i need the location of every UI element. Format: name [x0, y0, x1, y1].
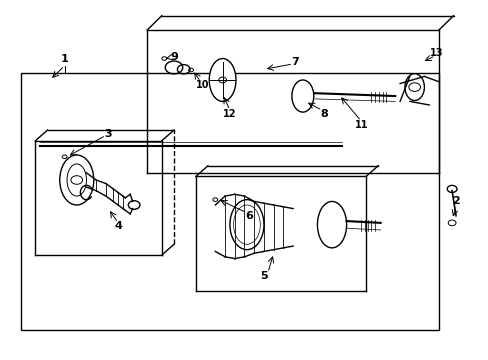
Text: 3: 3 [104, 129, 112, 139]
Text: 1: 1 [61, 54, 68, 64]
Text: 9: 9 [170, 52, 178, 62]
Ellipse shape [404, 74, 424, 100]
Ellipse shape [60, 155, 94, 205]
Text: 12: 12 [223, 109, 236, 119]
Text: 4: 4 [114, 221, 122, 231]
Text: 13: 13 [429, 48, 443, 58]
Text: 2: 2 [451, 197, 459, 206]
Ellipse shape [209, 59, 236, 102]
Ellipse shape [67, 164, 86, 196]
Text: 5: 5 [260, 271, 267, 282]
Bar [21, 73, 438, 330]
Ellipse shape [229, 200, 264, 249]
Text: 10: 10 [196, 80, 209, 90]
Ellipse shape [233, 205, 260, 244]
Text: 7: 7 [291, 57, 299, 67]
Ellipse shape [317, 202, 346, 248]
Text: 6: 6 [245, 211, 253, 221]
Text: 8: 8 [320, 109, 328, 119]
Text: 11: 11 [354, 120, 367, 130]
Ellipse shape [291, 80, 313, 112]
